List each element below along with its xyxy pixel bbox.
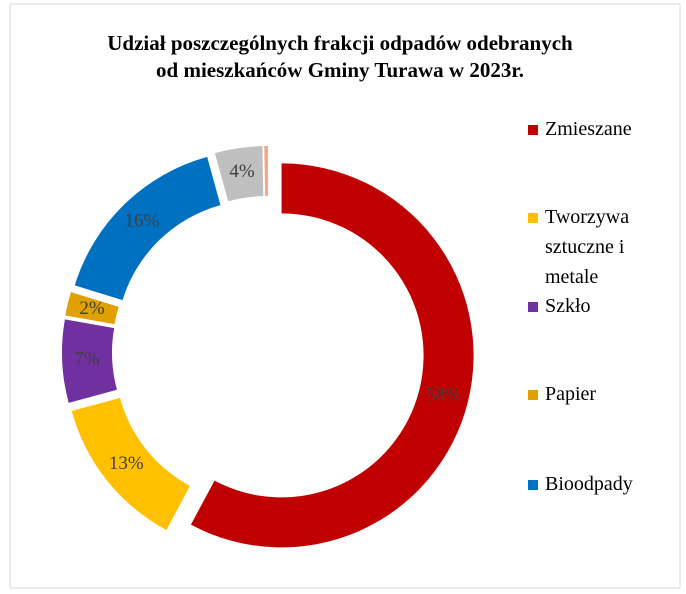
donut-slice (214, 146, 264, 202)
data-label: 4% (229, 161, 255, 182)
legend-label: Tworzywa sztuczne i metale (545, 206, 629, 288)
legend-swatch (528, 213, 538, 223)
donut-slice (65, 292, 119, 325)
donut-slice (190, 163, 474, 548)
legend-swatch (528, 390, 538, 400)
donut-slice (74, 156, 221, 301)
data-label: 7% (75, 349, 101, 370)
legend-swatch (528, 480, 538, 490)
legend-label: Bioodpady (545, 473, 633, 495)
data-label: 58% (426, 384, 461, 405)
legend-label: Papier (545, 383, 596, 405)
data-label: 16% (125, 210, 160, 231)
data-label: 2% (79, 298, 105, 319)
legend-swatch (528, 302, 538, 312)
chart-title: Udział poszczególnych frakcji odpadów od… (107, 31, 573, 82)
legend-swatch (528, 125, 538, 135)
legend-label: Zmieszane (545, 118, 632, 140)
data-label: 13% (109, 453, 144, 474)
legend-label: Szkło (545, 295, 591, 317)
donut-slice (62, 319, 117, 403)
donut-slice (71, 397, 190, 530)
donut-slice (264, 146, 268, 197)
